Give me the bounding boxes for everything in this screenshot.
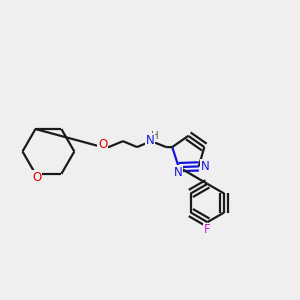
Text: O: O <box>32 171 42 184</box>
Text: F: F <box>204 223 211 236</box>
Text: O: O <box>98 138 107 151</box>
Text: H: H <box>151 131 159 142</box>
Text: N: N <box>146 134 155 147</box>
Text: N: N <box>173 166 182 179</box>
Text: N: N <box>201 160 210 173</box>
